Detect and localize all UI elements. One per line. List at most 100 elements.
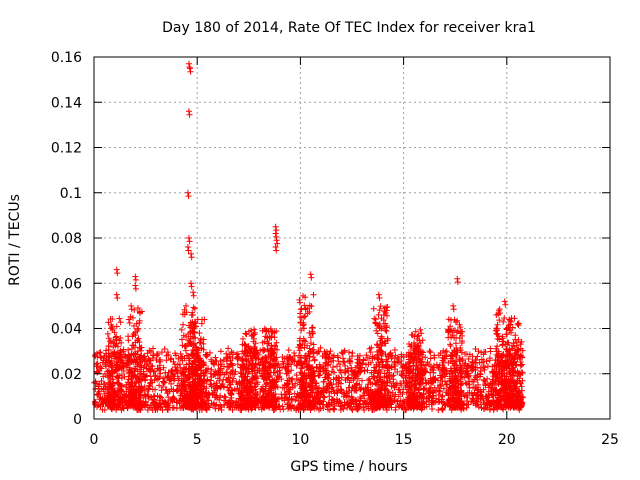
data-point bbox=[220, 356, 227, 363]
data-point bbox=[150, 399, 157, 406]
data-point bbox=[484, 363, 491, 370]
data-point bbox=[117, 335, 124, 342]
data-point bbox=[465, 356, 472, 363]
data-point bbox=[468, 398, 475, 405]
data-point bbox=[360, 356, 367, 363]
data-point bbox=[366, 375, 373, 382]
x-tick-label: 25 bbox=[601, 432, 619, 448]
data-point bbox=[326, 393, 333, 400]
data-point bbox=[162, 369, 169, 376]
data-point bbox=[420, 386, 427, 393]
data-point bbox=[334, 353, 341, 360]
data-point bbox=[161, 346, 168, 353]
data-point bbox=[325, 406, 332, 413]
data-point bbox=[416, 396, 423, 403]
data-point bbox=[131, 380, 138, 387]
data-point bbox=[214, 384, 221, 391]
data-point bbox=[440, 385, 447, 392]
data-point bbox=[402, 406, 409, 413]
data-point bbox=[173, 367, 180, 374]
data-point bbox=[394, 398, 401, 405]
data-point bbox=[387, 350, 394, 357]
data-point bbox=[226, 379, 233, 386]
data-point bbox=[330, 364, 337, 371]
data-point bbox=[123, 383, 130, 390]
data-point bbox=[367, 379, 374, 386]
data-point bbox=[483, 358, 490, 365]
data-point bbox=[481, 366, 488, 373]
data-point bbox=[349, 398, 356, 405]
data-point bbox=[150, 345, 157, 352]
data-point bbox=[214, 375, 221, 382]
data-point bbox=[228, 387, 235, 394]
data-point bbox=[168, 355, 175, 362]
data-point bbox=[480, 363, 487, 370]
data-point bbox=[324, 375, 331, 382]
data-point bbox=[418, 348, 425, 355]
data-point bbox=[398, 360, 405, 367]
data-point bbox=[322, 359, 329, 366]
data-point bbox=[97, 354, 104, 361]
data-point bbox=[391, 346, 398, 353]
data-point bbox=[204, 394, 211, 401]
data-point bbox=[288, 367, 295, 374]
data-point bbox=[314, 385, 321, 392]
data-point bbox=[325, 372, 332, 379]
data-point bbox=[289, 384, 296, 391]
data-point bbox=[487, 406, 494, 413]
data-point bbox=[206, 404, 213, 411]
data-point bbox=[289, 357, 296, 364]
data-point bbox=[330, 369, 337, 376]
data-point bbox=[327, 348, 334, 355]
data-point bbox=[387, 349, 394, 356]
data-point bbox=[124, 361, 131, 368]
data-point bbox=[311, 356, 318, 363]
data-point bbox=[151, 377, 158, 384]
data-point bbox=[338, 386, 345, 393]
data-point bbox=[258, 397, 265, 404]
data-point bbox=[164, 373, 171, 380]
data-point bbox=[367, 349, 374, 356]
y-tick-label: 0.14 bbox=[51, 95, 82, 111]
data-point bbox=[105, 319, 112, 326]
data-point bbox=[472, 366, 479, 373]
data-point bbox=[234, 353, 241, 360]
data-point bbox=[421, 385, 428, 392]
data-point bbox=[227, 370, 234, 377]
data-point bbox=[349, 406, 356, 413]
data-point bbox=[428, 401, 435, 408]
data-point bbox=[230, 400, 237, 407]
data-point bbox=[295, 352, 302, 359]
chart-title: Day 180 of 2014, Rate Of TEC Index for r… bbox=[162, 20, 536, 36]
data-point bbox=[324, 362, 331, 369]
data-point bbox=[470, 384, 477, 391]
data-point bbox=[434, 385, 441, 392]
data-point bbox=[437, 372, 444, 379]
data-point bbox=[148, 376, 155, 383]
data-point bbox=[282, 364, 289, 371]
data-point bbox=[320, 389, 327, 396]
data-point bbox=[108, 363, 115, 370]
data-point bbox=[335, 358, 342, 365]
data-point bbox=[328, 388, 335, 395]
x-tick-label: 10 bbox=[291, 432, 309, 448]
data-point bbox=[111, 352, 118, 359]
data-point bbox=[364, 367, 371, 374]
data-point bbox=[347, 377, 354, 384]
data-point bbox=[229, 406, 236, 413]
data-point bbox=[312, 389, 319, 396]
data-point bbox=[113, 323, 120, 330]
y-tick-label: 0.16 bbox=[51, 50, 82, 66]
data-point bbox=[293, 406, 300, 413]
data-point bbox=[472, 345, 479, 352]
data-point bbox=[344, 399, 351, 406]
data-point bbox=[293, 372, 300, 379]
y-tick-label: 0.02 bbox=[51, 367, 82, 383]
data-point bbox=[104, 402, 111, 409]
data-point bbox=[365, 387, 372, 394]
data-point bbox=[284, 377, 291, 384]
data-point bbox=[177, 350, 184, 357]
data-point bbox=[444, 381, 451, 388]
data-point bbox=[108, 323, 115, 330]
data-point bbox=[213, 392, 220, 399]
